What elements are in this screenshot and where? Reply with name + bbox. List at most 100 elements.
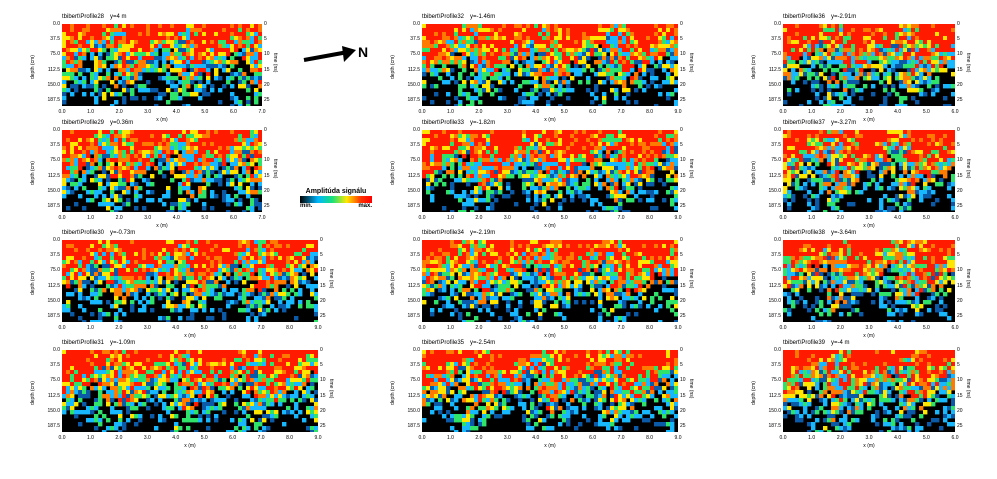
x-tick-label: 3.0 [865,109,873,115]
x-tick-label: 2.0 [115,435,123,441]
x-tick-label: 5.0 [922,435,930,441]
x-tick-label: 4.0 [894,325,902,331]
panel-title: tbibert\Profile39 y=-4 m [783,340,856,346]
x-tick-label: 4.0 [532,435,540,441]
time-tick-label: 25 [264,97,270,103]
depth-tick-label: 112.5 [407,172,420,179]
profile-y-position: y=-2.91m [831,14,857,20]
depth-axis-title: depth (cm) [390,55,396,79]
x-tick-label: 3.0 [865,325,873,331]
time-tick-label: 5 [680,362,683,369]
depth-tick-label: 75.0 [410,377,420,384]
depth-tick-label: 150.0 [47,81,60,88]
profile-y-position: y=-4 m [831,340,850,346]
x-tick-label: 9.0 [314,325,322,331]
time-tick-label: 20 [264,81,270,88]
panel-title: tbibert\Profile34 y=-2.19m [422,230,501,236]
depth-tick-label: 150.0 [407,407,420,414]
depth-axis-title: depth (cm) [30,271,36,295]
x-tick-label: 6.0 [589,109,597,115]
depth-tick-label: 75.0 [410,157,420,164]
panel-title: tbibert\Profile36 y=-2.91m [783,14,862,20]
depth-tick-label: 112.5 [47,392,60,399]
x-tick-label: 0.0 [58,435,66,441]
time-tick-label: 0 [680,237,683,243]
x-tick-label: 4.0 [532,215,540,221]
profile-name: tbibert\Profile29 [62,120,105,126]
time-tick-label: 10 [680,267,686,274]
panel-title: tbibert\Profile35 y=-2.54m [422,340,501,346]
radargram-image [783,240,955,322]
radargram-panel: tbibert\Profile35 y=-2.54m 0.0 37.5 75.0 112.… [390,340,694,449]
depth-tick-label: 75.0 [50,267,60,274]
radargram-image [62,24,262,106]
x-tick-label: 2.0 [115,325,123,331]
x-tick-label: 4.0 [894,435,902,441]
x-axis-title: x (m) [184,333,196,339]
time-axis-title: time (ns) [328,379,334,399]
time-tick-label: 0 [957,21,960,27]
time-tick-label: 5 [957,252,960,259]
x-axis-title: x (m) [544,333,556,339]
depth-tick-label: 0.0 [413,21,420,27]
x-axis-title: x (m) [156,117,168,123]
time-tick-label: 5 [680,36,683,43]
profile-y-position: y=-1.46m [470,14,496,20]
depth-tick-label: 112.5 [768,172,781,179]
depth-tick-label: 75.0 [50,377,60,384]
x-tick-label: 2.0 [836,215,844,221]
time-tick-label: 25 [320,423,326,429]
depth-tick-label: 187.5 [407,423,420,429]
radargram-panel: tbibert\Profile29 y=0.36m 0.0 37.5 75.0 112.5… [30,120,278,229]
panel-title: tbibert\Profile37 y=-3.27m [783,120,862,126]
depth-tick-label: 187.5 [768,313,781,319]
time-tick-label: 20 [957,187,963,194]
x-tick-label: 9.0 [674,435,682,441]
depth-tick-label: 150.0 [47,187,60,194]
depth-tick-label: 37.5 [771,142,781,149]
depth-tick-label: 150.0 [407,297,420,304]
legend-max-label: max. [358,203,372,209]
x-tick-label: 7.0 [617,109,625,115]
x-tick-label: 2.0 [836,325,844,331]
depth-tick-label: 75.0 [50,51,60,58]
depth-tick-label: 75.0 [50,157,60,164]
x-tick-label: 6.0 [229,215,237,221]
depth-tick-label: 112.5 [47,172,60,179]
time-tick-label: 15 [264,66,270,73]
x-tick-label: 3.0 [503,215,511,221]
time-tick-label: 15 [957,282,963,289]
profile-name: tbibert\Profile39 [783,340,826,346]
time-tick-label: 5 [264,142,267,149]
depth-tick-label: 37.5 [410,252,420,259]
time-tick-label: 20 [320,407,326,414]
depth-axis-title: depth (cm) [751,271,757,295]
radargram-image [62,350,318,432]
x-tick-label: 2.0 [115,215,123,221]
x-tick-label: 5.0 [560,109,568,115]
x-tick-label: 4.0 [172,215,180,221]
time-tick-label: 20 [957,81,963,88]
x-tick-label: 9.0 [674,109,682,115]
x-tick-label: 5.0 [560,325,568,331]
x-tick-label: 0.0 [779,215,787,221]
profile-y-position: y=-1.82m [470,120,496,126]
x-tick-label: 6.0 [951,435,959,441]
depth-tick-label: 187.5 [47,313,60,319]
profile-name: tbibert\Profile28 [62,14,105,20]
x-tick-label: 1.0 [446,109,454,115]
radargram-panel: tbibert\Profile36 y=-2.91m 0.0 37.5 75.0 112.… [751,14,971,123]
x-tick-label: 4.0 [172,325,180,331]
depth-tick-label: 187.5 [47,97,60,103]
x-axis-title: x (m) [156,223,168,229]
x-tick-label: 3.0 [144,215,152,221]
depth-axis-title: depth (cm) [390,161,396,185]
x-tick-label: 7.0 [617,215,625,221]
depth-tick-label: 187.5 [47,203,60,209]
x-tick-label: 1.0 [86,435,94,441]
radargram-panel: tbibert\Profile38 y=-3.64m 0.0 37.5 75.0 112.… [751,230,971,339]
time-tick-label: 25 [957,203,963,209]
depth-tick-label: 37.5 [771,252,781,259]
north-arrow-icon: N [302,40,374,75]
x-tick-label: 3.0 [503,435,511,441]
